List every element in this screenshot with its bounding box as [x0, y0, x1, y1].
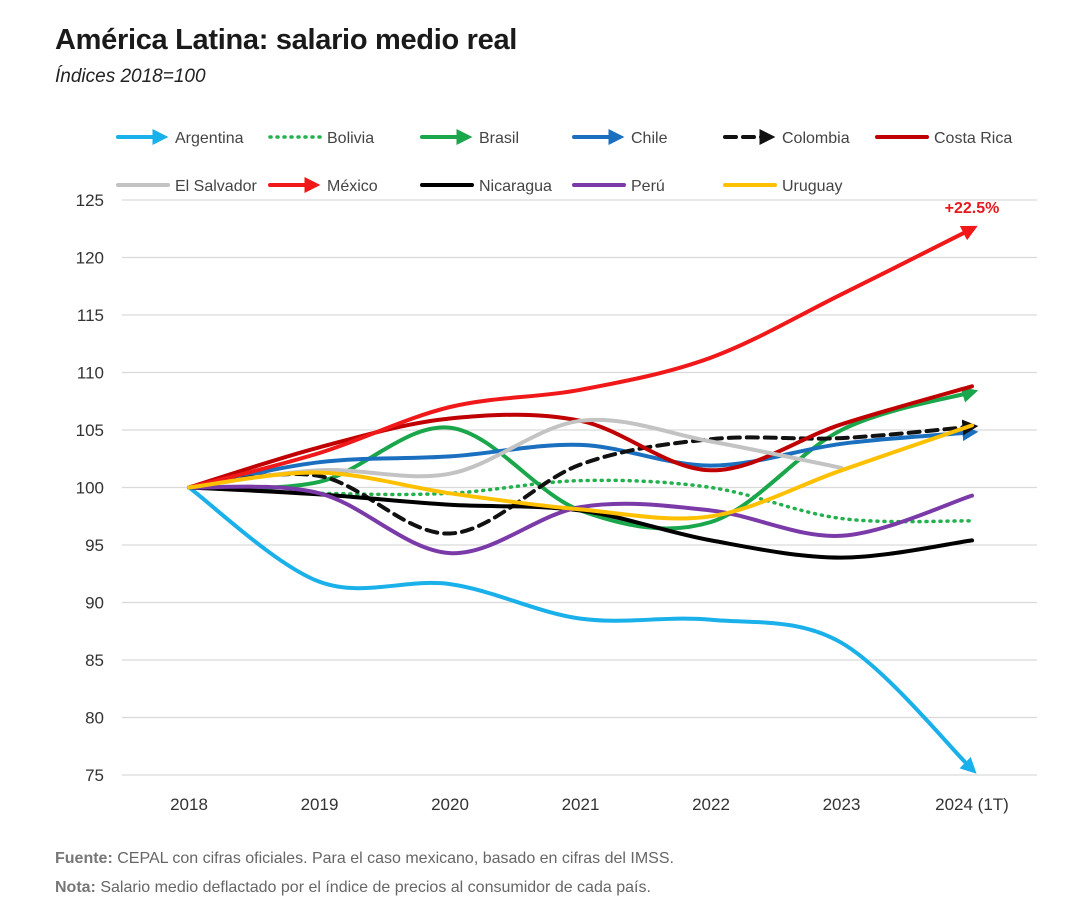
legend-item-peru: Perú — [572, 178, 665, 195]
y-tick-label: 125 — [76, 191, 104, 210]
y-tick-label: 90 — [85, 594, 104, 613]
series-lines — [187, 225, 979, 774]
note-text: Salario medio deflactado por el índice d… — [95, 879, 651, 896]
x-tick-label: 2020 — [431, 795, 469, 814]
legend-item-colombia: Colombia — [723, 129, 850, 147]
x-tick-label: 2023 — [823, 795, 861, 814]
series-line-argentina — [187, 485, 977, 774]
series-line-colombia — [187, 419, 979, 536]
legend-label: Brasil — [479, 130, 519, 147]
y-tick-label: 100 — [76, 479, 104, 498]
legend-label: Uruguay — [782, 178, 842, 195]
legend-label: El Salvador — [175, 178, 257, 195]
x-tick-label: 2024 (1T) — [935, 795, 1009, 814]
x-tick-label: 2022 — [692, 795, 730, 814]
source-note: Fuente: CEPAL con cifras oficiales. Para… — [55, 850, 674, 868]
x-tick-label: 2018 — [170, 795, 208, 814]
legend-label: Bolivia — [327, 130, 374, 147]
legend-label: Argentina — [175, 130, 244, 147]
series-line-peru — [187, 484, 974, 556]
legend-item-brasil: Brasil — [420, 129, 519, 147]
chart-subtitle: Índices 2018=100 — [55, 66, 206, 87]
method-note: Nota: Salario medio deflactado por el ín… — [55, 879, 651, 897]
y-tick-label: 80 — [85, 709, 104, 728]
series-line-chile — [187, 425, 979, 490]
source-label: Fuente: — [55, 850, 113, 867]
axis-labels: 125 120 115 110 105 100 95 90 85 80 75 2018 2019 2020… — [76, 191, 1009, 814]
y-tick-label: 120 — [76, 249, 104, 268]
series-line-bolivia — [187, 478, 974, 524]
y-tick-label: 75 — [85, 766, 104, 785]
legend-item-chile: Chile — [572, 129, 668, 147]
legend-label: Nicaragua — [479, 178, 552, 195]
note-label: Nota: — [55, 879, 96, 896]
y-tick-label: 105 — [76, 421, 104, 440]
legend-item-mexico: México — [268, 177, 378, 195]
legend-label: Colombia — [782, 130, 850, 147]
legend-label: México — [327, 178, 378, 195]
legend-label: Chile — [631, 130, 668, 147]
legend-label: Perú — [631, 178, 665, 195]
legend-item-argentina: Argentina — [116, 129, 244, 147]
x-tick-label: 2019 — [301, 795, 339, 814]
legend-item-bolivia: Bolivia — [268, 130, 374, 147]
y-tick-label: 95 — [85, 536, 104, 555]
legend-item-uruguay: Uruguay — [723, 178, 842, 195]
legend-item-costa-rica: Costa Rica — [875, 130, 1012, 147]
source-text: CEPAL con cifras oficiales. Para el caso… — [112, 850, 674, 867]
annotations: +22.5% — [945, 200, 1000, 217]
chart-title: América Latina: salario medio real — [55, 24, 518, 56]
y-tick-label: 110 — [77, 364, 104, 383]
legend-label: Costa Rica — [934, 130, 1012, 147]
series-line-mexico — [187, 225, 978, 490]
y-tick-label: 85 — [85, 651, 104, 670]
annotation-label: +22.5% — [945, 200, 1000, 217]
legend-item-el-salvador: El Salvador — [116, 178, 257, 195]
x-tick-label: 2021 — [562, 795, 600, 814]
legend: Argentina Bolivia Brasil Chile Colombia Costa… — [116, 129, 1012, 195]
series-line-uruguay — [187, 423, 974, 521]
series-line-nicaragua — [187, 485, 974, 560]
y-tick-label: 115 — [77, 306, 104, 325]
legend-item-nicaragua: Nicaragua — [420, 178, 552, 195]
